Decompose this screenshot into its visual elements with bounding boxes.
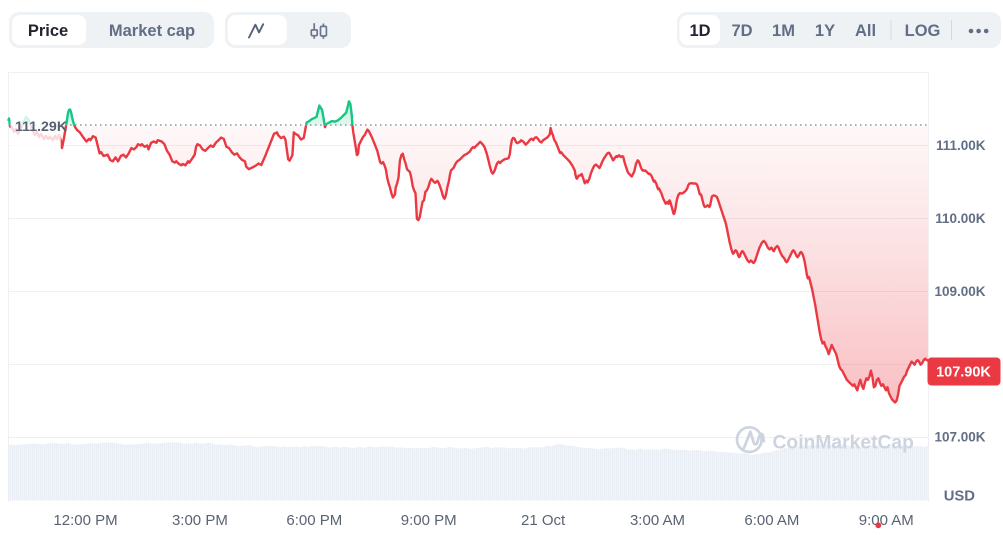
svg-text:All: All — [855, 22, 876, 40]
svg-text:111.29K: 111.29K — [15, 119, 68, 135]
svg-text:107.00K: 107.00K — [934, 430, 985, 445]
svg-text:Price: Price — [28, 22, 68, 40]
svg-text:109.00K: 109.00K — [934, 284, 985, 299]
svg-text:111.00K: 111.00K — [936, 138, 986, 153]
svg-text:12:00 PM: 12:00 PM — [53, 512, 117, 529]
svg-text:Market cap: Market cap — [109, 22, 195, 40]
svg-text:110.00K: 110.00K — [935, 211, 986, 226]
svg-text:7D: 7D — [731, 22, 752, 40]
svg-text:1D: 1D — [689, 22, 710, 40]
svg-text:107.90K: 107.90K — [936, 365, 991, 381]
svg-text:LOG: LOG — [905, 22, 941, 40]
svg-text:21 Oct: 21 Oct — [521, 512, 566, 529]
svg-text:1M: 1M — [772, 22, 795, 40]
svg-text:6:00 PM: 6:00 PM — [286, 512, 342, 529]
svg-text:1Y: 1Y — [815, 22, 835, 40]
svg-text:CoinMarketCap: CoinMarketCap — [773, 432, 914, 453]
svg-text:3:00 PM: 3:00 PM — [172, 512, 228, 529]
svg-text:9:00 AM: 9:00 AM — [859, 512, 914, 529]
svg-text:9:00 PM: 9:00 PM — [401, 512, 457, 529]
svg-text:3:00 AM: 3:00 AM — [630, 512, 685, 529]
svg-text:6:00 AM: 6:00 AM — [744, 512, 799, 529]
svg-text:USD: USD — [944, 489, 976, 505]
